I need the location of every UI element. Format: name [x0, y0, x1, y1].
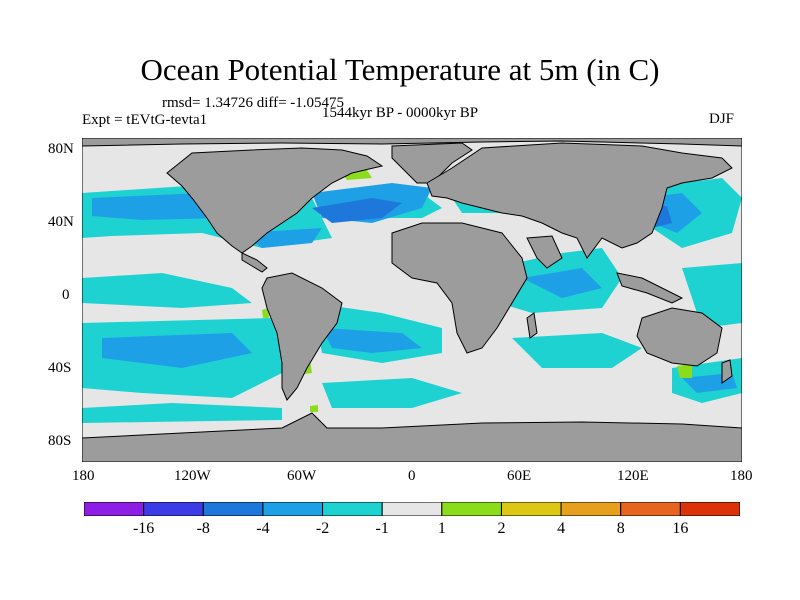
legend-swatch: [202, 502, 264, 516]
south-america: [261, 272, 343, 401]
legend-label: 4: [557, 520, 566, 537]
legend-swatch: [262, 502, 324, 516]
australia: [636, 307, 723, 367]
legend-swatch: [143, 502, 204, 516]
y-tick-0: 0: [62, 287, 70, 303]
legend-label: 2: [497, 520, 506, 537]
legend-swatch: [500, 502, 562, 516]
stats-label: rmsd= 1.34726 diff= -1.05475: [162, 95, 345, 111]
legend-swatch: [679, 502, 740, 516]
legend-label: -1: [375, 520, 389, 537]
y-tick-40n: 40N: [48, 214, 74, 230]
antarctica: [82, 412, 742, 462]
x-tick-0: 0: [408, 468, 416, 484]
color-legend: [84, 502, 740, 516]
x-tick-60e: 60E: [507, 468, 532, 484]
arabia: [526, 235, 563, 269]
y-tick-80s: 80S: [48, 433, 72, 449]
eurasia: [426, 142, 733, 259]
period-label: 1544kyr BP - 0000kyr BP: [322, 105, 479, 121]
y-tick-80n: 80N: [48, 141, 74, 157]
x-tick-120w: 120W: [174, 468, 211, 484]
legend-label: 16: [672, 520, 689, 537]
maritime-continent: [616, 272, 684, 304]
arctic-land: [82, 138, 742, 147]
legend-label: 1: [437, 520, 446, 537]
legend-swatch: [381, 502, 443, 516]
central-america: [241, 252, 268, 273]
north-america: [166, 147, 384, 254]
x-tick-180w: 180: [72, 468, 95, 484]
legend-label: -16: [132, 520, 155, 537]
legend-swatch: [560, 502, 622, 516]
legend-label: -2: [315, 520, 330, 537]
x-tick-60w: 60W: [287, 468, 317, 484]
legend-label: -4: [256, 520, 270, 537]
legend-label: -8: [196, 520, 210, 537]
map-title: Ocean Potential Temperature at 5m (in C): [140, 52, 660, 87]
new-zealand: [721, 359, 733, 384]
land-masses: [82, 138, 742, 462]
legend-swatch: [84, 502, 145, 516]
season-label: DJF: [709, 111, 735, 127]
madagascar: [526, 312, 538, 339]
x-tick-120e: 120E: [617, 468, 649, 484]
map-plot: [82, 138, 742, 462]
legend-swatch: [322, 502, 383, 516]
legend-label: 8: [616, 520, 625, 537]
africa: [391, 222, 528, 354]
x-tick-180e: 180: [730, 468, 753, 484]
legend-swatch: [620, 502, 681, 516]
y-tick-40s: 40S: [48, 360, 72, 376]
legend-swatch: [441, 502, 502, 516]
experiment-label: Expt = tEVtG-tevta1: [82, 112, 208, 128]
